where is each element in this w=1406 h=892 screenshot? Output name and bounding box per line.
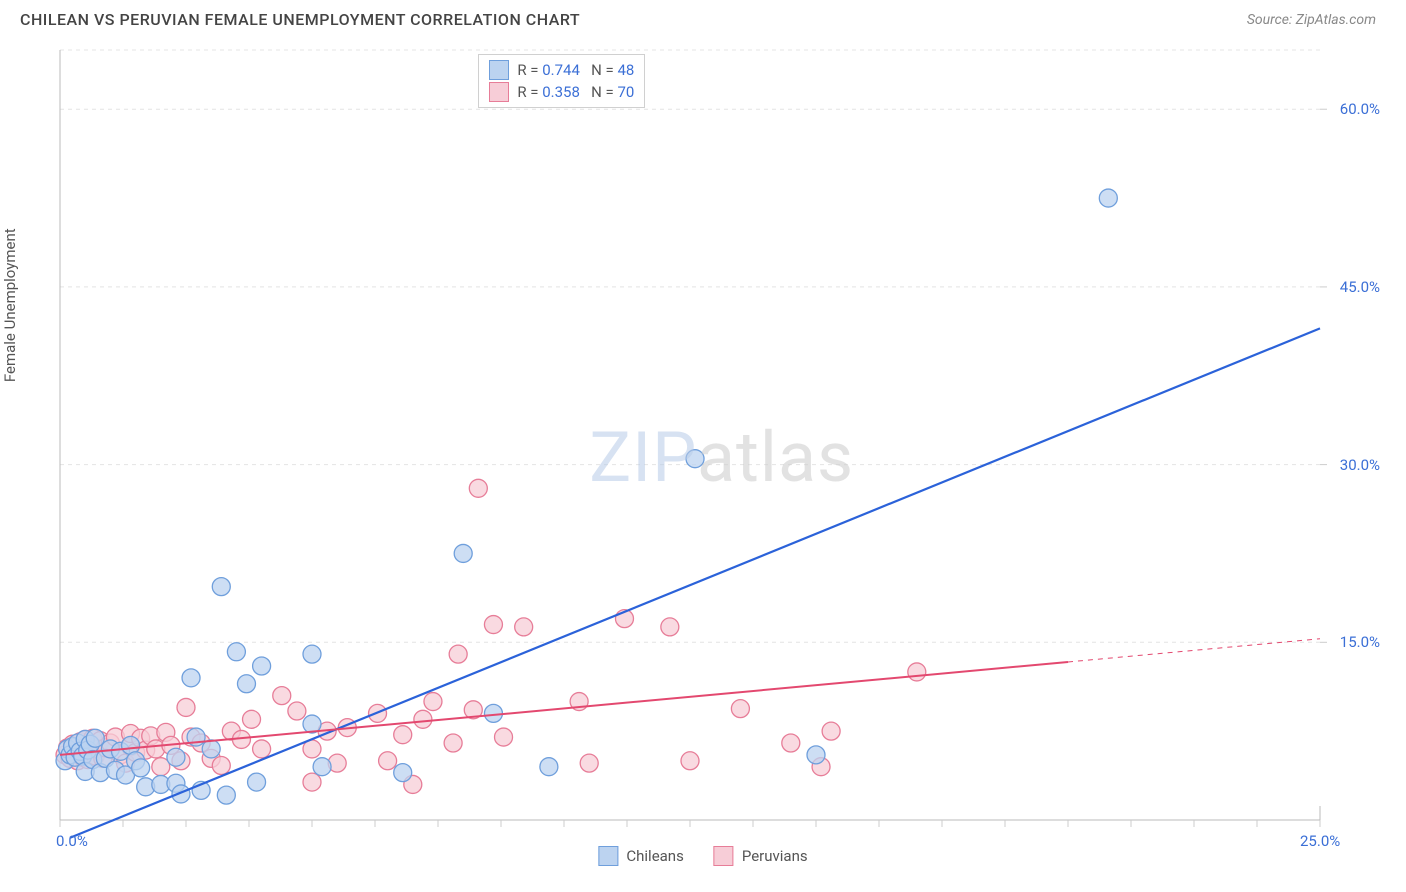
y-axis-label: Female Unemployment: [1, 228, 19, 382]
legend-series-label: Peruvians: [742, 847, 808, 865]
legend-stats-text: R = 0.358 N = 70: [517, 81, 634, 103]
legend-stats-text: R = 0.744 N = 48: [517, 59, 634, 81]
y-tick-label: 30.0%: [1340, 456, 1380, 474]
legend-swatch: [489, 60, 509, 80]
source-credit: Source: ZipAtlas.com: [1247, 12, 1376, 28]
y-tick-label: 45.0%: [1340, 278, 1380, 296]
legend-series-label: Chileans: [626, 847, 683, 865]
legend-series: Chileans Peruvians: [598, 846, 807, 866]
legend-stats-row: R = 0.358 N = 70: [489, 81, 634, 103]
x-origin-label: 0.0%: [56, 832, 88, 850]
scatter-plot: [20, 40, 1386, 860]
chart-area: Female Unemployment R = 0.744 N = 48R = …: [20, 40, 1386, 860]
y-tick-label: 15.0%: [1340, 633, 1380, 651]
legend-series-item: Chileans: [598, 846, 683, 866]
y-tick-label: 60.0%: [1340, 100, 1380, 118]
legend-series-item: Peruvians: [714, 846, 808, 866]
legend-swatch: [489, 82, 509, 102]
legend-swatch: [714, 846, 734, 866]
x-end-label: 25.0%: [1300, 832, 1340, 850]
legend-stats: R = 0.744 N = 48R = 0.358 N = 70: [478, 54, 645, 108]
legend-stats-row: R = 0.744 N = 48: [489, 59, 634, 81]
legend-swatch: [598, 846, 618, 866]
chart-title: CHILEAN VS PERUVIAN FEMALE UNEMPLOYMENT …: [20, 10, 580, 29]
